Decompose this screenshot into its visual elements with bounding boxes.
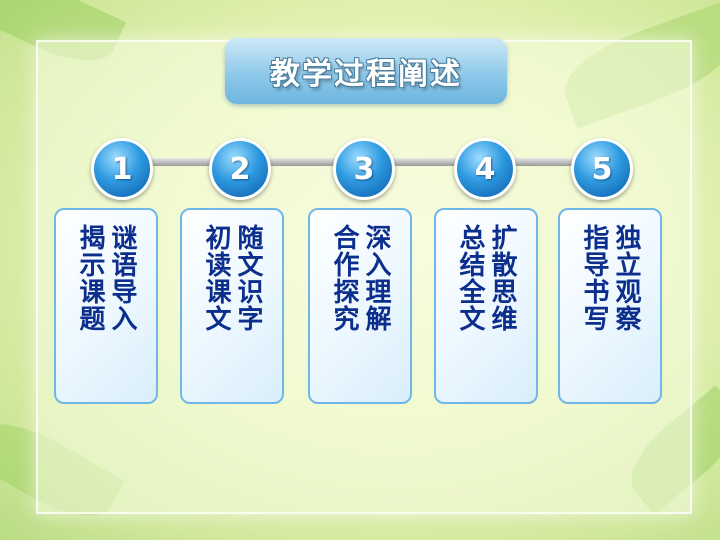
step-card-5: 独立观察 指导书写 bbox=[558, 208, 662, 404]
step-line-1: 随文识字 bbox=[233, 224, 263, 332]
step-number-5: 5 bbox=[571, 138, 633, 200]
step-line-2: 揭示课题 bbox=[75, 224, 105, 332]
step-number-4: 4 bbox=[454, 138, 516, 200]
step-card-3: 深入理解 合作探究 bbox=[308, 208, 412, 404]
step-card-2: 随文识字 初读课文 bbox=[180, 208, 284, 404]
step-line-2: 指导书写 bbox=[579, 224, 609, 332]
page-title: 教学过程阐述 bbox=[270, 57, 462, 92]
step-number-2: 2 bbox=[209, 138, 271, 200]
step-line-1: 扩散思维 bbox=[487, 224, 517, 332]
step-number-3: 3 bbox=[333, 138, 395, 200]
step-line-1: 独立观察 bbox=[611, 224, 641, 332]
step-line-2: 总结全文 bbox=[455, 224, 485, 332]
step-line-1: 谜语导入 bbox=[107, 224, 137, 332]
step-line-2: 合作探究 bbox=[329, 224, 359, 332]
step-card-1: 谜语导入 揭示课题 bbox=[54, 208, 158, 404]
step-card-4: 扩散思维 总结全文 bbox=[434, 208, 538, 404]
step-line-2: 初读课文 bbox=[201, 224, 231, 332]
title-banner: 教学过程阐述 bbox=[225, 38, 507, 104]
step-number-1: 1 bbox=[91, 138, 153, 200]
step-line-1: 深入理解 bbox=[361, 224, 391, 332]
